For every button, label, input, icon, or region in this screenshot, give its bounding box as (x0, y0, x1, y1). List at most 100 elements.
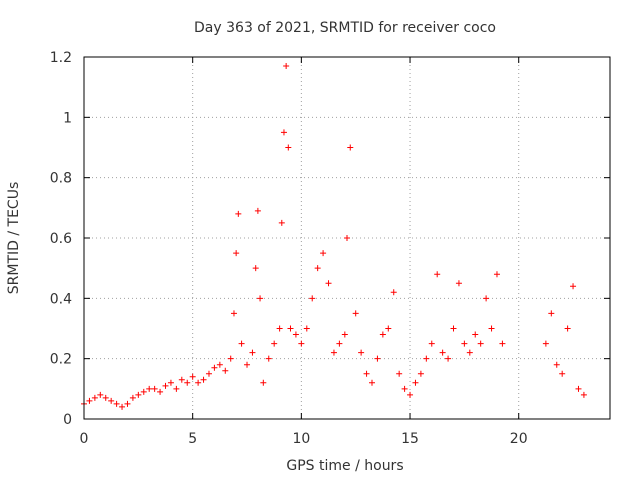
data-point (119, 403, 126, 410)
data-point (553, 361, 560, 368)
data-point (472, 331, 479, 338)
data-point (401, 385, 408, 392)
data-point (233, 250, 240, 257)
data-point (244, 361, 251, 368)
data-point (417, 370, 424, 377)
y-tick-label: 0.4 (50, 291, 72, 307)
data-point (461, 340, 468, 347)
data-point (363, 370, 370, 377)
data-point (564, 325, 571, 332)
data-point (368, 379, 375, 386)
data-point (455, 280, 462, 287)
data-point (86, 397, 93, 404)
data-point (330, 349, 337, 356)
data-point (341, 331, 348, 338)
data-point (423, 355, 430, 362)
data-point (379, 331, 386, 338)
data-point (216, 361, 223, 368)
data-point (499, 340, 506, 347)
data-point (358, 349, 365, 356)
data-point (325, 280, 332, 287)
data-point (146, 385, 153, 392)
data-point (249, 349, 256, 356)
data-point (477, 340, 484, 347)
data-point (260, 379, 267, 386)
data-point (445, 355, 452, 362)
data-point (162, 382, 169, 389)
data-point (135, 391, 142, 398)
data-point (352, 310, 359, 317)
x-tick-label: 0 (80, 431, 89, 447)
data-point (309, 295, 316, 302)
data-point (570, 283, 577, 290)
x-axis-title: GPS time / hours (286, 458, 403, 474)
axis-ticks: 0 0.2 0.4 0.6 0.8 1 1.2 0 5 10 15 20 (50, 50, 610, 447)
data-point (276, 325, 283, 332)
data-point (178, 376, 185, 383)
data-point (344, 235, 350, 241)
x-tick-label: 5 (188, 431, 197, 447)
data-point (483, 295, 490, 302)
data-point (189, 373, 196, 380)
data-point (303, 325, 310, 332)
data-point (434, 271, 441, 278)
data-point (292, 331, 299, 338)
data-point (580, 391, 587, 398)
data-point (222, 367, 229, 374)
data-point (184, 379, 191, 386)
y-tick-label: 0.8 (50, 171, 72, 187)
data-point (271, 340, 278, 347)
data-point (252, 265, 259, 272)
x-tick-label: 20 (510, 431, 528, 447)
data-point (238, 340, 245, 347)
data-point (278, 219, 285, 226)
data-point (336, 340, 343, 347)
data-point (167, 379, 174, 386)
y-tick-label: 1 (63, 110, 72, 126)
data-point (151, 385, 158, 392)
data-point (439, 349, 446, 356)
y-tick-label: 0.6 (50, 231, 72, 247)
data-point (173, 385, 180, 392)
data-point (298, 340, 305, 347)
data-point (140, 388, 147, 395)
data-point (230, 310, 237, 317)
data-point (575, 385, 582, 392)
data-point (320, 250, 327, 257)
data-point (211, 364, 218, 371)
data-point (254, 207, 261, 214)
data-point (374, 355, 381, 362)
data-point (407, 391, 414, 398)
data-point (428, 340, 435, 347)
data-point (108, 397, 115, 404)
y-axis-title: SRMTID / TECUs (6, 182, 22, 295)
data-point (390, 289, 397, 296)
data-point (559, 370, 566, 377)
data-point (257, 295, 264, 302)
data-point (396, 370, 403, 377)
data-point (102, 394, 109, 401)
data-point (227, 355, 234, 362)
data-point (205, 370, 212, 377)
data-point (542, 340, 549, 347)
data-point (235, 210, 242, 217)
grid (84, 57, 610, 419)
data-point (280, 129, 287, 136)
data-point (493, 271, 500, 278)
data-point (97, 391, 104, 398)
data-point (314, 265, 321, 272)
data-point (129, 394, 136, 401)
data-point (488, 325, 495, 332)
data-point (412, 379, 419, 386)
data-point (466, 349, 473, 356)
data-point (124, 400, 131, 407)
data-points (81, 63, 587, 410)
y-tick-label: 0.2 (50, 352, 72, 368)
data-point (287, 325, 294, 332)
chart-title: Day 363 of 2021, SRMTID for receiver coc… (194, 20, 496, 36)
data-point (91, 394, 98, 401)
data-point (157, 388, 164, 395)
y-tick-label: 0 (63, 412, 72, 428)
x-tick-label: 15 (401, 431, 419, 447)
